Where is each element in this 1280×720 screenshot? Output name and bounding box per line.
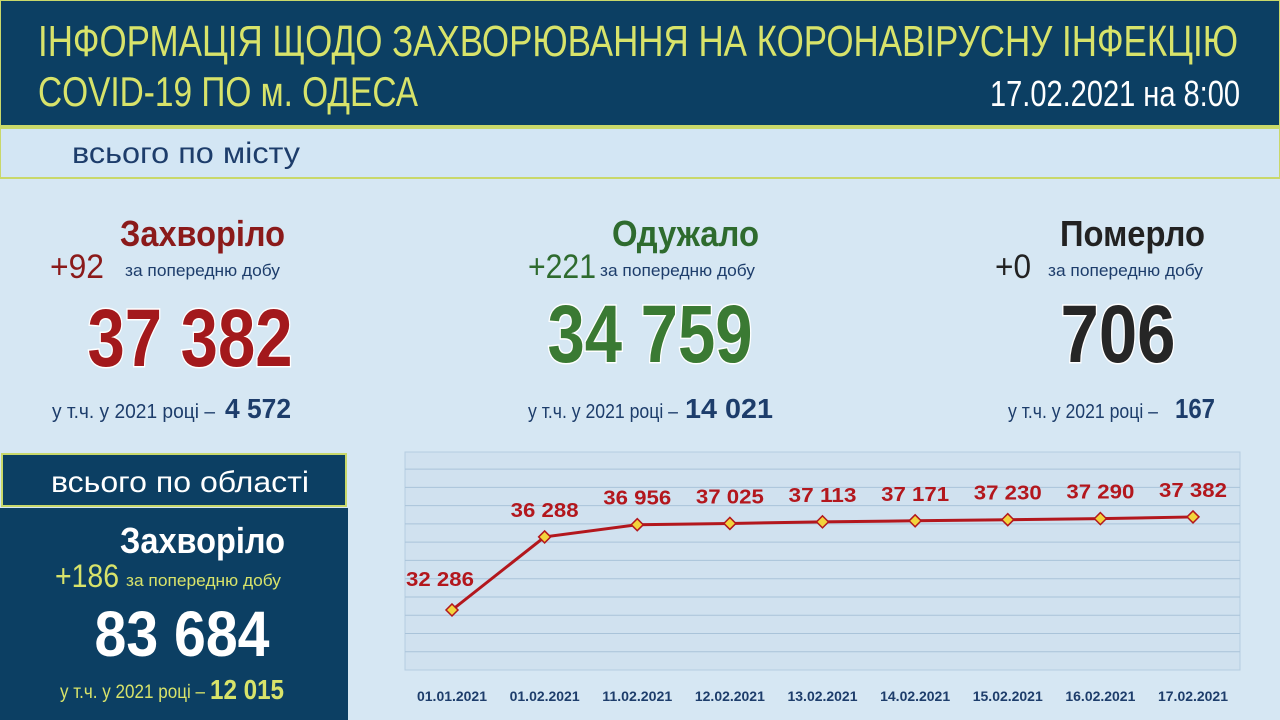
data-label: 37 113 bbox=[789, 485, 857, 507]
region-delta: +186 bbox=[55, 558, 119, 594]
data-label: 36 288 bbox=[511, 500, 579, 522]
x-tick-label: 01.02.2021 bbox=[510, 688, 580, 704]
stat-subtitle: за попередню добу bbox=[1048, 261, 1203, 280]
point-marker bbox=[908, 513, 923, 528]
data-label: 37 382 bbox=[1159, 480, 1227, 502]
point-marker bbox=[1185, 509, 1201, 524]
stat-deaths: Померло +0 за попередню добу 706 у т.ч. … bbox=[995, 213, 1215, 424]
stat-year-value: 14 021 bbox=[685, 393, 773, 424]
stat-total: 34 759 bbox=[548, 289, 753, 380]
region-panel: всього по області Захворіло +186 за попе… bbox=[0, 453, 348, 720]
stat-year-note: у т.ч. у 2021 році – bbox=[52, 401, 216, 423]
stat-year-value: 167 bbox=[1175, 393, 1215, 424]
region-year-value: 12 015 bbox=[210, 674, 284, 705]
stat-subtitle: за попередню добу bbox=[125, 261, 280, 280]
header bbox=[0, 0, 1280, 127]
data-label: 37 230 bbox=[974, 483, 1042, 505]
x-tick-label: 17.02.2021 bbox=[1158, 688, 1228, 704]
stat-recovered: Одужало +221 за попередню добу 34 759 у … bbox=[528, 213, 773, 424]
x-tick-label: 13.02.2021 bbox=[788, 688, 858, 704]
stat-year-note: у т.ч. у 2021 році – bbox=[528, 401, 679, 423]
point-marker bbox=[444, 602, 460, 618]
region-year-note: у т.ч. у 2021 році – bbox=[60, 682, 205, 703]
x-tick-label: 11.02.2021 bbox=[602, 688, 672, 704]
stat-delta: +221 bbox=[528, 248, 596, 286]
date: 17.02.2021 на 8:00 bbox=[990, 73, 1240, 114]
data-label: 37 171 bbox=[881, 484, 949, 506]
data-label: 32 286 bbox=[406, 569, 474, 591]
region-subtitle: за попередню добу bbox=[126, 571, 281, 590]
stat-subtitle: за попередню добу bbox=[600, 261, 755, 280]
point-marker bbox=[815, 514, 830, 529]
stat-delta: +0 bbox=[995, 248, 1031, 286]
data-label: 36 956 bbox=[603, 488, 671, 510]
x-tick-label: 01.01.2021 bbox=[417, 688, 487, 704]
stat-year-value: 4 572 bbox=[225, 393, 291, 424]
stat-total: 37 382 bbox=[88, 293, 293, 384]
region-label-box bbox=[1, 453, 347, 507]
data-label: 37 290 bbox=[1066, 482, 1134, 504]
region-body bbox=[0, 508, 348, 720]
stat-delta: +92 bbox=[50, 248, 104, 286]
chart: 32 286 01.01.2021 36 288 01.02.2021 36 956 11… bbox=[405, 468, 1240, 704]
stat-title: Одужало bbox=[612, 213, 759, 254]
stat-title: Померло bbox=[1060, 213, 1205, 254]
city-label: всього по місту bbox=[72, 137, 300, 170]
point-marker bbox=[1093, 511, 1108, 526]
city-band bbox=[0, 127, 1280, 179]
title-line1: ІНФОРМАЦІЯ ЩОДО ЗАХВОРЮВАННЯ НА КОРОНАВІ… bbox=[38, 17, 1238, 66]
title-line2: COVID-19 ПО м. ОДЕСА bbox=[38, 68, 418, 115]
data-label: 37 025 bbox=[696, 486, 764, 508]
x-tick-label: 16.02.2021 bbox=[1065, 688, 1135, 704]
region-title: Захворіло bbox=[120, 520, 285, 561]
point-marker bbox=[722, 516, 737, 531]
region-label: всього по області bbox=[51, 466, 309, 499]
x-tick-label: 15.02.2021 bbox=[973, 688, 1043, 704]
stat-title: Захворіло bbox=[120, 213, 285, 254]
point-marker bbox=[537, 529, 552, 544]
stat-year-note: у т.ч. у 2021 році – bbox=[1008, 401, 1159, 423]
stat-infected: Захворіло +92 за попередню добу 37 382 у… bbox=[50, 213, 294, 424]
stat-total: 706 bbox=[1061, 289, 1176, 380]
region-total: 83 684 bbox=[95, 598, 270, 670]
x-tick-label: 14.02.2021 bbox=[880, 688, 950, 704]
point-marker bbox=[630, 517, 645, 532]
point-marker bbox=[1000, 512, 1015, 527]
x-tick-label: 12.02.2021 bbox=[695, 688, 765, 704]
